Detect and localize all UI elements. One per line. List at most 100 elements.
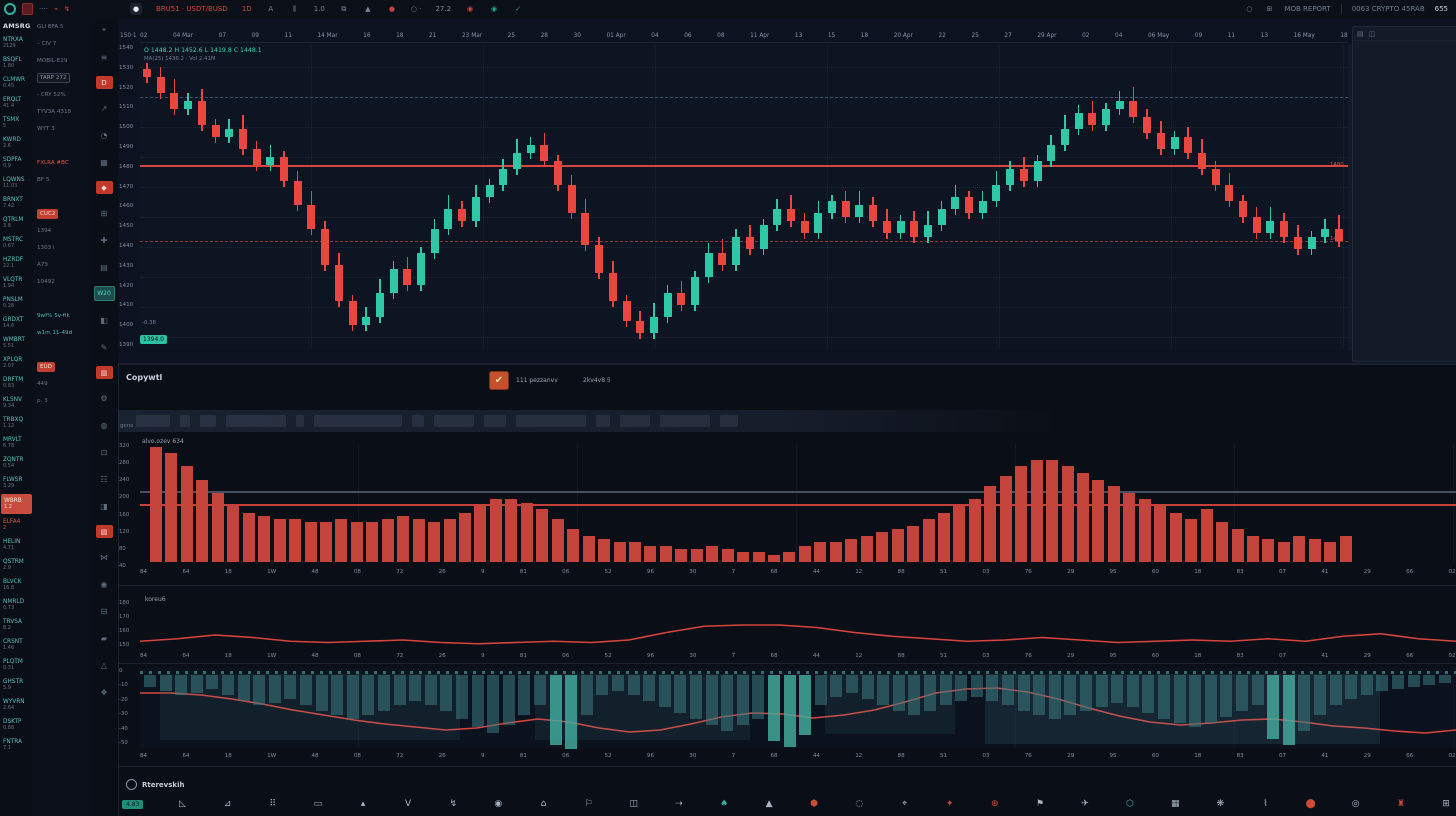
detail-item[interactable]: A73 <box>37 262 48 268</box>
candle-style-button[interactable]: ⫼ <box>293 4 297 13</box>
detail-item[interactable] <box>37 194 88 207</box>
watchlist-row[interactable]: NTRXA 2129 <box>0 33 33 53</box>
bottom-tool-icon[interactable]: ⬡ <box>1126 799 1135 809</box>
indicator-button[interactable]: ▲ <box>365 5 371 13</box>
date-axis[interactable]: 02 04 Mar 07 09 11 14 Mar 16 18 21 23 Mar 25 28 30 01… <box>140 30 1348 43</box>
rail-icon[interactable]: ▤ <box>100 262 108 272</box>
detail-item[interactable]: TYV3A 4318 <box>37 109 72 115</box>
watchlist-row[interactable]: WBRB 1.2 <box>1 494 32 514</box>
bottom-tool-icon[interactable]: ▴ <box>360 799 366 809</box>
rail-icon[interactable]: ❖ <box>100 687 108 697</box>
candle-plot[interactable] <box>140 45 1348 350</box>
app-badge-icon[interactable] <box>22 3 33 15</box>
watchlist-row[interactable]: WYVRN 2.64 <box>0 695 33 715</box>
watchlist-row[interactable]: ZQNTR 0.54 <box>0 453 33 473</box>
detail-item[interactable]: 1394 <box>37 228 52 234</box>
rail-icon[interactable]: ◧ <box>100 315 108 325</box>
bottom-tool-icon[interactable]: ◎ <box>1351 799 1360 809</box>
rail-icon[interactable]: D <box>95 76 113 89</box>
bottom-tool-icon[interactable]: ⚑ <box>1035 799 1044 809</box>
watchlist-row[interactable]: SDPFA 0.9 <box>0 153 33 173</box>
rail-icon[interactable]: W20 <box>93 286 115 301</box>
watchlist-row[interactable]: BSQFL 1.80 <box>0 53 33 73</box>
detail-item[interactable]: BF 5 <box>37 177 50 183</box>
watchlist-row[interactable]: FLWSR 3.29 <box>0 473 33 493</box>
watchlist-row[interactable]: MSTRC 0.67 <box>0 233 33 253</box>
watchlist-row[interactable]: KLSNV 9.34 <box>0 393 33 413</box>
watchlist-row[interactable]: XPLQR 2.07 <box>0 353 33 373</box>
watchlist-row[interactable]: PLQTM 0.31 <box>0 655 33 675</box>
detail-item[interactable]: TARP 272 <box>37 73 88 88</box>
rail-icon[interactable]: ◔ <box>100 130 108 140</box>
watchlist-row[interactable]: QTRLM 3.8 <box>0 213 33 233</box>
detail-item[interactable]: p. 3 <box>37 398 48 404</box>
rail-icon[interactable]: ≡ <box>100 52 108 62</box>
rail-icon[interactable]: ⊡ <box>100 447 108 457</box>
ghost-button[interactable] <box>412 415 424 427</box>
ghost-button[interactable] <box>720 415 738 427</box>
rail-icon[interactable]: ▧ <box>95 525 113 538</box>
bottom-tool-icon[interactable]: ⊿ <box>223 799 232 809</box>
bottom-tool-icon[interactable]: ⌖ <box>901 799 908 809</box>
chart-scrollbar[interactable] <box>1348 45 1352 350</box>
rail-icon[interactable]: ⌖ <box>101 25 107 34</box>
rail-icon[interactable]: ▰ <box>100 633 108 643</box>
rail-icon[interactable]: ✎ <box>100 342 108 352</box>
bottom-tool-icon[interactable]: ⚐ <box>584 799 593 809</box>
watchlist-row[interactable]: TRBXQ 1.12 <box>0 413 33 433</box>
ghost-button[interactable] <box>660 415 710 427</box>
bottom-tool-icon[interactable]: ◺ <box>179 799 186 809</box>
detail-item[interactable] <box>37 296 88 309</box>
bottom-tool-icon[interactable]: ❋ <box>1216 799 1225 809</box>
section-alert-icon[interactable]: ✔ <box>489 371 509 390</box>
bottom-tool-icon[interactable]: ◌ <box>855 799 864 809</box>
detail-item[interactable]: 10492 <box>37 279 55 285</box>
bottom-tool-icon[interactable]: V <box>405 799 412 809</box>
watchlist-row[interactable]: ELFA4 2 <box>0 515 33 535</box>
watchlist-row[interactable]: DRFTM 0.83 <box>0 373 33 393</box>
status-ok-icon[interactable]: ◉ <box>490 5 498 13</box>
watchlist-row[interactable]: TSMX 5 <box>0 113 33 133</box>
watchlist-row[interactable]: BLVCK 16.8 <box>0 575 33 595</box>
ghost-button[interactable] <box>516 415 586 427</box>
detail-item[interactable]: - CRY 52% <box>37 92 66 98</box>
detail-item[interactable]: EUD <box>37 362 88 377</box>
layout-button[interactable]: ⧉ <box>341 4 347 13</box>
watchlist-row[interactable]: HELIN 4.71 <box>0 535 33 555</box>
bottom-tool-icon[interactable]: ⊞ <box>1442 799 1450 809</box>
watchlist-row[interactable]: CRSNT 1.46 <box>0 635 33 655</box>
watchlist-row[interactable]: PNSLM 0.28 <box>0 293 33 313</box>
watchlist-row[interactable]: ERQLT 41.4 <box>0 93 33 113</box>
record-button[interactable]: ● <box>388 5 395 13</box>
watchlist-row[interactable]: GHSTR 5.9 <box>0 675 33 695</box>
watchlist-row[interactable]: QSTRM 2.9 <box>0 555 33 575</box>
bottom-tool-icon[interactable]: ✈ <box>1081 799 1089 809</box>
detail-item[interactable] <box>37 347 88 360</box>
osc2-plot[interactable] <box>140 668 1456 749</box>
bottom-tool-icon[interactable]: ↯ <box>449 799 457 809</box>
rail-icon[interactable]: ◆ <box>95 181 113 194</box>
watchlist-row[interactable]: MRVLT 6.78 <box>0 433 33 453</box>
alert-button[interactable]: ◉ <box>466 5 474 13</box>
watchlist-row[interactable]: LQWNS 11.03 <box>0 173 33 193</box>
watchlist-row[interactable]: NMRLD 0.73 <box>0 595 33 615</box>
bottom-tool-icon[interactable]: ◉ <box>494 799 503 809</box>
watchlist-row[interactable]: TRVSA 8.2 <box>0 615 33 635</box>
panel-tool-icon[interactable]: ▤ <box>1357 29 1364 38</box>
bottom-tool-icon[interactable]: ♜ <box>1396 799 1405 809</box>
ghost-button[interactable] <box>296 415 304 427</box>
rail-icon[interactable]: ◨ <box>100 501 108 511</box>
bottom-tool-icon[interactable]: 4.83 <box>122 799 144 809</box>
bottom-tool-icon[interactable]: ▦ <box>1170 799 1180 809</box>
bottom-tool-icon[interactable]: ♠ <box>719 799 729 809</box>
rail-icon[interactable]: ◍ <box>100 420 108 430</box>
bottom-tool-icon[interactable]: ⇢ <box>675 799 683 809</box>
rail-icon[interactable]: ⊟ <box>100 606 108 616</box>
rail-icon[interactable]: ▥ <box>95 366 113 379</box>
ghost-toolbar[interactable] <box>118 410 1066 432</box>
ghost-button[interactable] <box>180 415 190 427</box>
interval-label[interactable]: 1D <box>241 5 252 13</box>
value-label[interactable]: 27.2 <box>435 5 452 13</box>
watchlist-row[interactable]: DSKTP 0.88 <box>0 715 33 735</box>
rail-icon[interactable]: ⊞ <box>100 208 108 218</box>
